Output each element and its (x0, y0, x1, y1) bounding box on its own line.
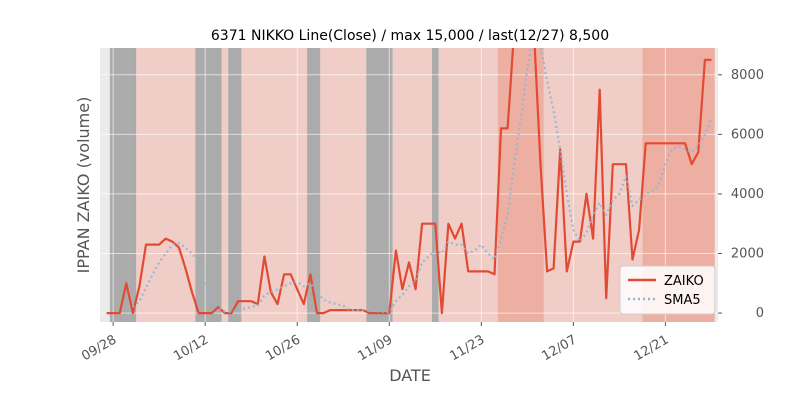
x-tick-label: 09/28 (79, 332, 119, 364)
series-line-sma5 (132, 48, 713, 314)
legend: ZAIKO SMA5 (619, 265, 716, 315)
y-axis-label: IPPAN ZAIKO (volume) (74, 97, 93, 274)
y-tick-label: 6000 (731, 127, 764, 142)
plot-area (100, 48, 718, 322)
chart-title: 6371 NIKKO Line(Close) / max 15,000 / la… (211, 28, 609, 44)
background-band-light-red (392, 48, 433, 322)
legend-box (619, 265, 716, 315)
x-axis-label: DATE (389, 366, 431, 385)
x-tick-label: 10/12 (171, 332, 211, 364)
background-band-gray (228, 48, 242, 322)
background-band-gray (432, 48, 439, 322)
y-tick-label: 4000 (731, 187, 764, 202)
x-tick-label: 11/23 (447, 332, 487, 364)
background-band-light-red (221, 48, 229, 322)
background-band-light-red (438, 48, 498, 322)
series-line-zaiko (106, 48, 712, 315)
x-tick-label: 12/21 (631, 332, 671, 364)
x-tick-label: 11/09 (355, 332, 395, 364)
background-band-gray (366, 48, 393, 322)
background-band-gray (195, 48, 222, 322)
x-axis-ticks: 09/28 10/12 10/26 11/09 11/23 12/07 12/21 (79, 322, 671, 364)
background-bands (109, 48, 715, 322)
series-lines (106, 48, 713, 315)
legend-label-sma5: SMA5 (664, 293, 701, 308)
background-band-light-red (241, 48, 308, 322)
y-tick-label: 8000 (731, 68, 764, 83)
y-tick-label: 0 (756, 306, 764, 321)
background-band-light-red (136, 48, 196, 322)
x-tick-label: 12/07 (539, 332, 579, 364)
y-tick-label: 2000 (731, 247, 764, 262)
y-axis-ticks: 0 2000 4000 6000 8000 (718, 68, 764, 321)
background-band-light-red (320, 48, 367, 322)
x-tick-label: 10/26 (263, 332, 303, 364)
background-band-gray (129, 48, 137, 322)
legend-label-zaiko: ZAIKO (664, 274, 704, 289)
